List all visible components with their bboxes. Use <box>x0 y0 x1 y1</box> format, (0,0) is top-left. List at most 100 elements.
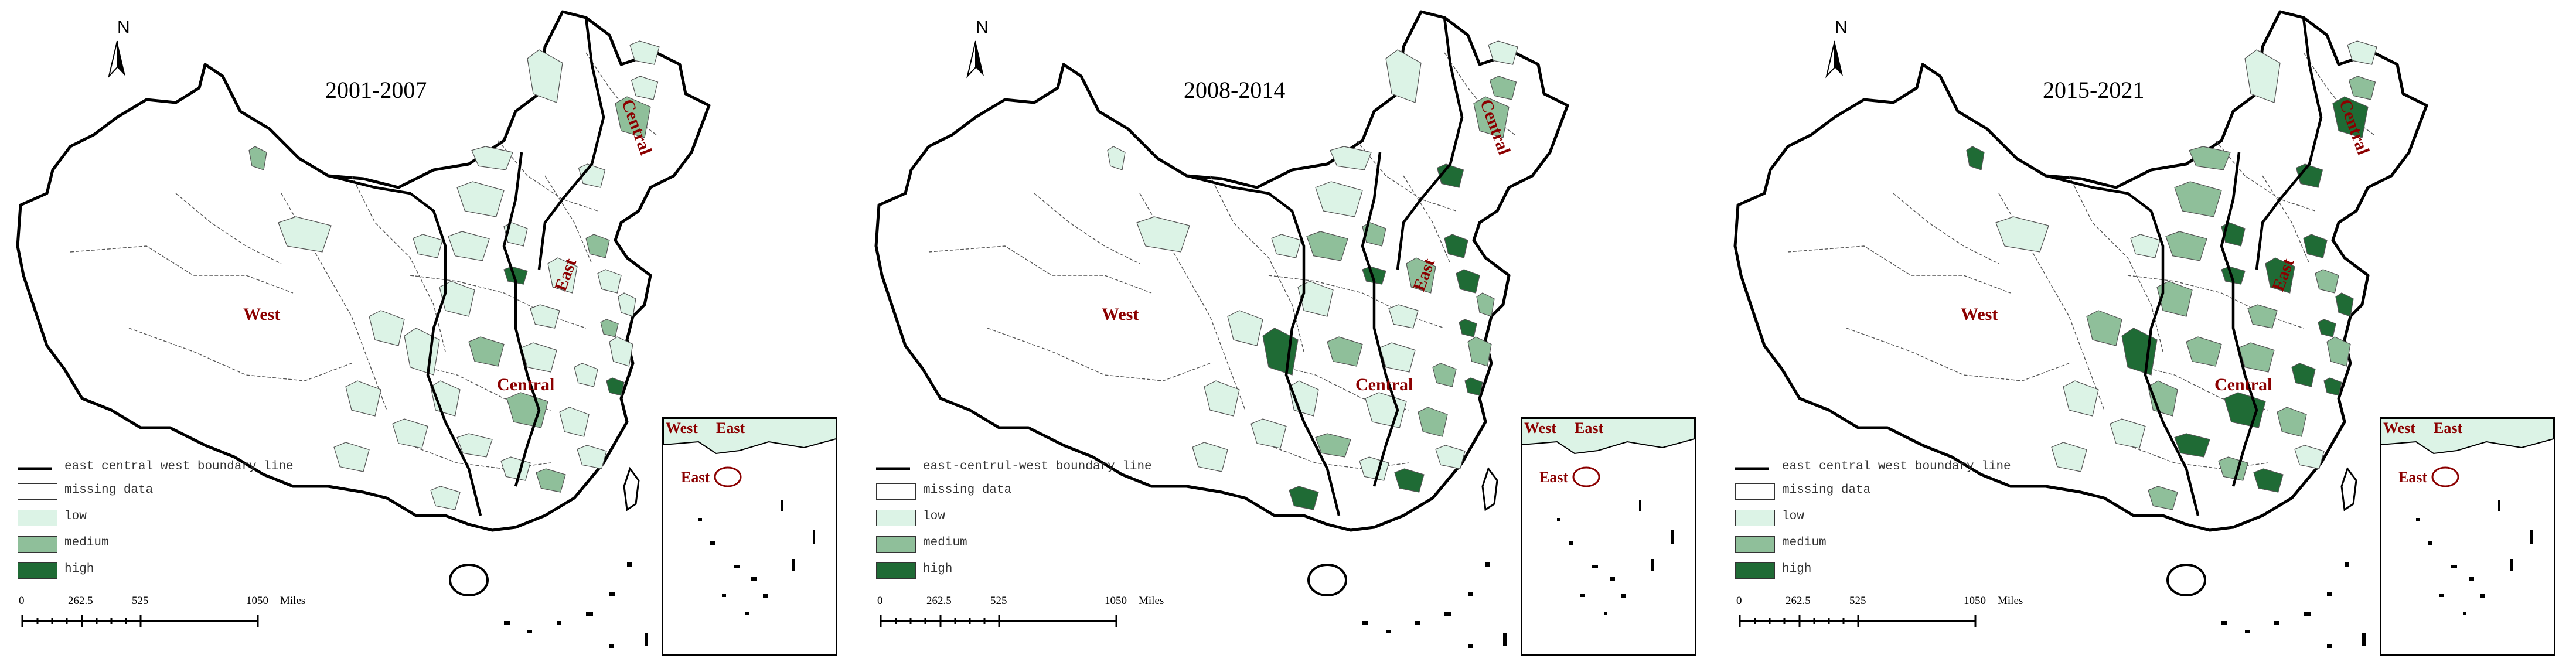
south-sea-islands <box>504 562 648 648</box>
legend-label-medium: medium <box>1782 536 1827 550</box>
unit-low <box>404 328 440 376</box>
unit-high <box>2265 257 2295 294</box>
north-arrow-icon <box>108 40 125 79</box>
legend-swatch-high <box>1735 562 1775 579</box>
unit-low <box>1227 310 1263 346</box>
unit-high <box>2224 392 2266 428</box>
unit-medium <box>2148 486 2178 510</box>
unit-low <box>609 336 633 367</box>
inset-label-west: West <box>666 420 698 436</box>
legend-boundary-label: east central west boundary line <box>64 460 294 473</box>
inset-map <box>663 418 836 615</box>
taiwan-island <box>2340 466 2357 511</box>
unit-low <box>574 363 598 387</box>
unit-medium <box>585 234 610 258</box>
legend-label-high: high <box>64 562 94 576</box>
east-central-west-boundary <box>328 17 605 516</box>
unit-low <box>2063 380 2099 417</box>
east-central-west-boundary <box>1186 17 1464 516</box>
unit-low <box>2294 445 2325 469</box>
choropleth-units <box>1966 40 2377 510</box>
unit-medium <box>2238 342 2275 373</box>
unit-low <box>1388 304 1419 329</box>
unit-medium <box>1432 363 1457 387</box>
unit-low <box>1297 281 1334 317</box>
unit-high <box>1289 486 1319 510</box>
unit-low <box>471 146 513 170</box>
unit-medium <box>1306 231 1348 261</box>
legend-swatch-high <box>18 562 57 579</box>
south-sea-islands <box>2221 562 2366 648</box>
scale-tick-525: 525 <box>990 595 1007 607</box>
unit-high <box>2174 433 2210 458</box>
legend-swatch-low <box>1735 510 1775 526</box>
scale-tick-1050: 1050 <box>246 595 268 607</box>
period-title: 2001-2007 <box>325 77 427 103</box>
china-map <box>1733 10 2428 648</box>
unit-low <box>430 486 461 510</box>
north-label: N <box>976 18 989 37</box>
legend-label-low: low <box>64 510 87 523</box>
unit-medium <box>2247 304 2278 329</box>
scale-bar <box>1739 615 1977 627</box>
unit-low <box>1379 342 1416 373</box>
unit-medium <box>536 468 566 493</box>
unit-low <box>559 407 590 437</box>
scale-tick-1050: 1050 <box>1105 595 1127 607</box>
unit-low <box>1435 445 1466 469</box>
legend-label-medium: medium <box>923 536 967 550</box>
scale-bar <box>880 615 1117 627</box>
north-label: N <box>1835 18 1848 37</box>
east-central-west-boundary <box>2045 17 2323 516</box>
unit-high <box>2332 96 2369 138</box>
hainan-island <box>1307 564 1347 596</box>
unit-low <box>2051 442 2087 472</box>
unit-low <box>413 234 443 258</box>
region-label-west: West <box>243 305 281 324</box>
unit-medium <box>506 392 548 428</box>
unit-low <box>345 380 381 417</box>
region-label-central: Central <box>497 375 555 394</box>
china-map <box>874 10 1569 648</box>
legend-swatch-low <box>18 510 57 526</box>
unit-medium <box>2174 181 2222 217</box>
unit-high <box>1394 468 1425 493</box>
unit-high <box>1966 146 1985 170</box>
unit-medium <box>1327 336 1363 367</box>
legend-swatch-missing <box>876 483 916 500</box>
inset-label-east-hainan: East <box>681 469 710 486</box>
unit-low <box>278 216 332 253</box>
unit-low <box>597 269 622 294</box>
unit-low <box>527 49 563 103</box>
map-panel-3: N 2015-2021 West Central Central East ea… <box>1718 0 2576 665</box>
unit-low <box>577 445 607 469</box>
unit-low <box>1204 380 1240 417</box>
unit-low <box>1488 40 1518 65</box>
map-panel-1: N 2001-2007 West Central Central East ea… <box>0 0 858 665</box>
unit-low <box>2130 234 2161 258</box>
unit-medium <box>2165 231 2207 261</box>
region-label-west: West <box>1961 305 1998 324</box>
scale-tick-262: 262.5 <box>926 595 952 607</box>
period-title: 2015-2021 <box>2043 77 2145 103</box>
scale-tick-0: 0 <box>877 595 883 607</box>
unit-medium <box>600 319 619 337</box>
north-arrow-icon <box>966 40 984 79</box>
unit-medium <box>2348 76 2376 100</box>
legend-label-low: low <box>1782 510 1804 523</box>
north-arrow-icon <box>1825 40 1843 79</box>
unit-low <box>2244 49 2281 103</box>
unit-low <box>456 181 505 217</box>
unit-high <box>2291 363 2316 387</box>
unit-medium <box>1476 292 1495 317</box>
unit-high <box>606 377 625 396</box>
legend-swatch-missing <box>18 483 57 500</box>
unit-low <box>456 433 493 458</box>
unit-high <box>1262 328 1299 376</box>
scale-tick-262: 262.5 <box>1786 595 1811 607</box>
unit-low <box>1250 418 1287 449</box>
legend-swatch-medium <box>1735 536 1775 553</box>
inset-label-east: East <box>716 420 745 436</box>
inset-label-west: West <box>2383 420 2415 436</box>
unit-high <box>1459 319 1477 337</box>
